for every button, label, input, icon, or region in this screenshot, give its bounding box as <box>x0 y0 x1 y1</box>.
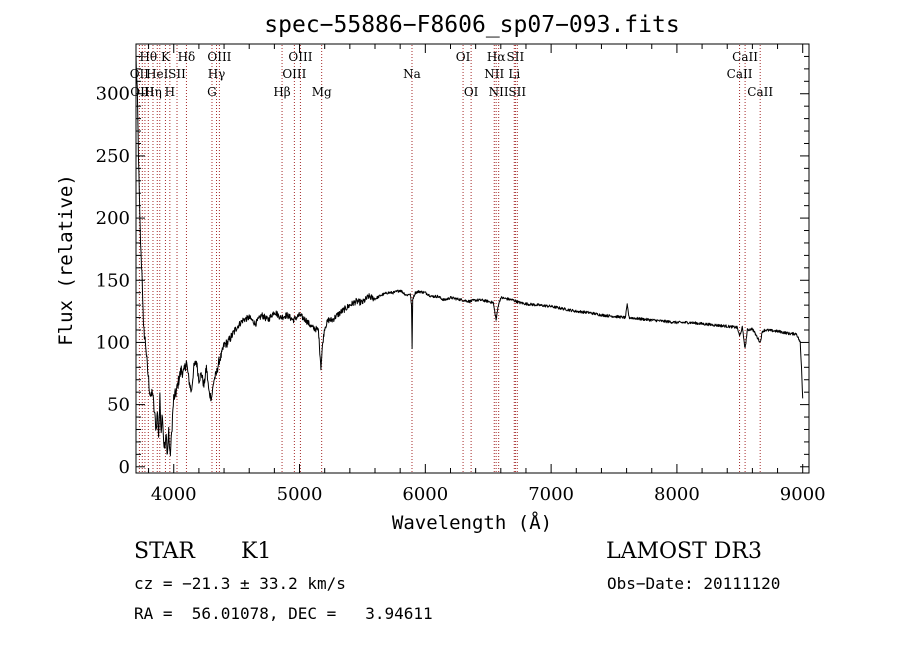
series-layer <box>135 54 804 457</box>
line-label-r1-6: NII <box>484 67 504 81</box>
x-tick-label-1: 5000 <box>277 484 323 505</box>
line-label-r0-1: K <box>161 50 171 64</box>
x-tick-label-0: 4000 <box>151 484 197 505</box>
x-axis-label: Wavelength (Å) <box>392 511 552 534</box>
coordinates-readout: RA = 56.01078, DEC = 3.94611 <box>134 604 433 623</box>
line-label-r0-3: OIII <box>207 50 231 64</box>
y-axis-label: Flux (relative) <box>55 174 77 346</box>
survey-name: LAMOST DR3 <box>606 539 762 564</box>
line-label-r2-5: Mg <box>312 85 332 99</box>
line-label-r1-2: SII <box>168 67 186 81</box>
line-label-r0-6: Hα <box>487 50 506 64</box>
object-subclass: K1 <box>241 539 272 564</box>
y-tick-label-6: 300 <box>96 84 130 105</box>
chart-title: spec−55886−F8606_sp07−093.fits <box>264 12 679 38</box>
line-label-r0-7: SII <box>507 50 525 64</box>
line-label-r1-4: OIII <box>282 67 306 81</box>
line-label-r1-8: CaII <box>727 67 753 81</box>
ticks-layer: 4000 5000 6000 7000 8000 9000 0 50 100 150 200 250 3… <box>96 44 826 505</box>
y-tick-label-4: 200 <box>96 208 130 229</box>
line-label-r2-8: SII <box>508 85 526 99</box>
line-label-r1-7: Li <box>508 67 520 81</box>
line-label-r2-6: OI <box>464 85 479 99</box>
line-label-r2-2: H <box>165 85 175 99</box>
line-label-r0-4: OIII <box>288 50 312 64</box>
spectrum-line <box>135 54 804 457</box>
plot-frame <box>135 43 810 474</box>
line-label-r2-4: Hβ <box>273 85 290 99</box>
line-label-r1-1: HeI <box>146 67 169 81</box>
obs-date: Obs−Date: 20111120 <box>607 574 781 593</box>
line-label-r2-1: Hη <box>144 85 162 99</box>
line-label-r0-5: OI <box>456 50 471 64</box>
line-label-r1-0: OII <box>130 67 150 81</box>
x-tick-label-4: 8000 <box>654 484 700 505</box>
line-label-r2-7: NII <box>489 85 509 99</box>
line-marks-layer <box>138 45 761 472</box>
line-label-r0-0: Hθ <box>139 50 157 64</box>
x-tick-label-3: 7000 <box>528 484 574 505</box>
y-tick-label-1: 50 <box>107 395 130 416</box>
x-tick-label-5: 9000 <box>780 484 826 505</box>
object-class: STAR <box>134 539 195 564</box>
line-label-r2-9: CaII <box>747 85 773 99</box>
y-tick-label-0: 0 <box>119 457 130 478</box>
line-label-r0-8: CaII <box>732 50 758 64</box>
line-label-r2-3: G <box>207 85 217 99</box>
x-tick-label-2: 6000 <box>402 484 448 505</box>
y-tick-label-5: 250 <box>96 146 130 167</box>
y-tick-label-2: 100 <box>96 332 130 353</box>
line-label-r1-3: Hγ <box>208 67 226 81</box>
redshift-readout: cz = −21.3 ± 33.2 km/s <box>134 574 346 593</box>
y-tick-label-3: 150 <box>96 270 130 291</box>
line-label-r0-2: Hδ <box>178 50 196 64</box>
line-label-r1-5: Na <box>403 67 421 81</box>
